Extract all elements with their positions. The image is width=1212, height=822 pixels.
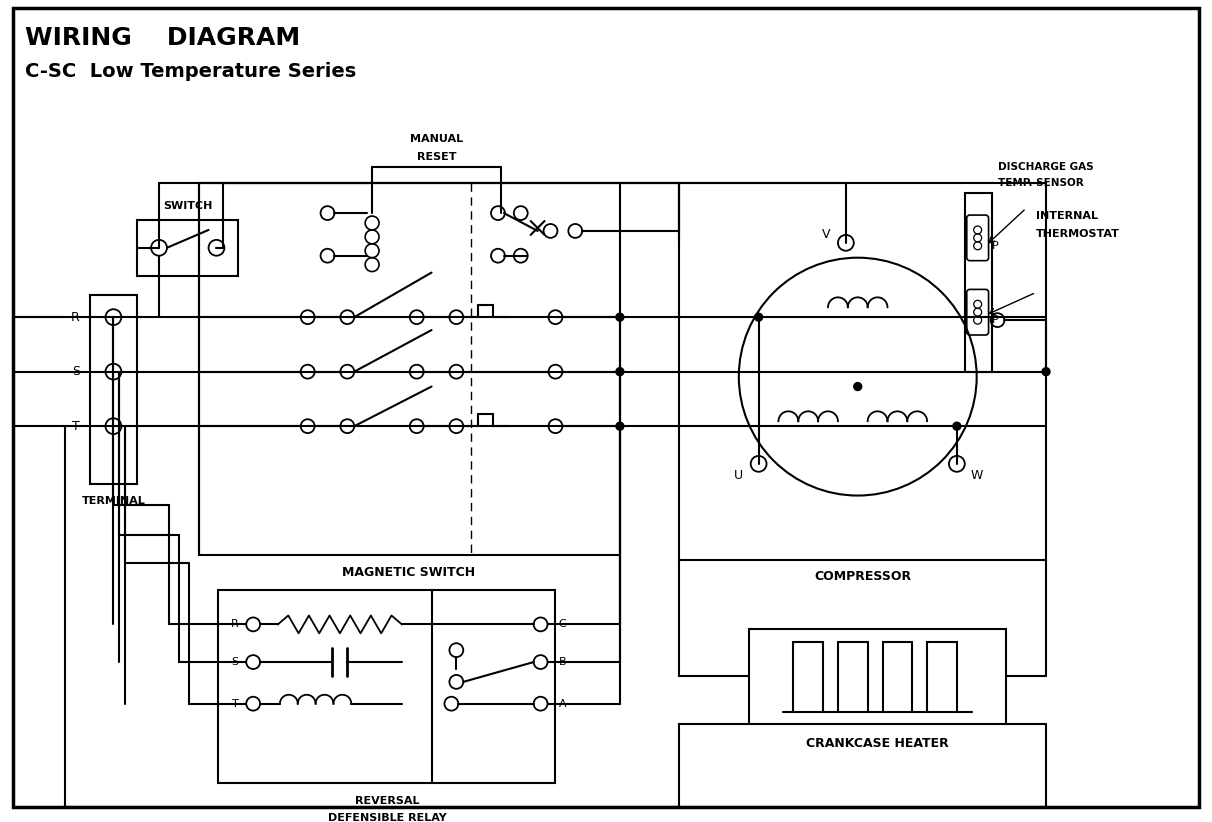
Text: V: V (822, 229, 830, 242)
Circle shape (616, 423, 624, 430)
Bar (749, 630, 1006, 723)
Text: U: U (734, 469, 743, 483)
Text: B: B (559, 657, 566, 667)
Text: SWITCH: SWITCH (164, 201, 212, 211)
Circle shape (953, 423, 961, 430)
Text: P: P (993, 315, 999, 326)
Text: R: R (230, 620, 239, 630)
Text: INTERNAL: INTERNAL (1036, 211, 1098, 221)
Text: S: S (72, 365, 80, 378)
Text: W: W (971, 469, 983, 483)
Text: DEFENSIBLE RELAY: DEFENSIBLE RELAY (327, 813, 446, 822)
Text: RESET: RESET (417, 151, 456, 162)
Text: S: S (231, 657, 239, 667)
Text: C-SC  Low Temperature Series: C-SC Low Temperature Series (25, 62, 356, 81)
Text: MANUAL: MANUAL (410, 134, 463, 144)
Bar (137, 220, 239, 275)
Text: DISCHARGE GAS: DISCHARGE GAS (999, 161, 1094, 172)
Text: A: A (559, 699, 566, 709)
Text: T: T (72, 420, 80, 432)
Text: THERMOSTAT: THERMOSTAT (1036, 229, 1120, 239)
Bar (680, 183, 1046, 560)
Text: WIRING    DIAGRAM: WIRING DIAGRAM (25, 25, 301, 49)
Text: CRANKCASE HEATER: CRANKCASE HEATER (806, 737, 949, 750)
Text: R: R (72, 311, 80, 324)
Text: TEMP. SENSOR: TEMP. SENSOR (999, 178, 1085, 188)
Bar (218, 589, 555, 783)
Bar (90, 295, 137, 483)
Text: T: T (231, 699, 239, 709)
Text: COMPRESSOR: COMPRESSOR (814, 570, 911, 584)
Circle shape (755, 313, 762, 321)
Text: TERMINAL: TERMINAL (81, 496, 145, 506)
Text: P: P (993, 241, 999, 251)
Circle shape (616, 367, 624, 376)
Bar (965, 193, 991, 372)
Text: C: C (559, 620, 566, 630)
Circle shape (1042, 367, 1050, 376)
Bar (199, 183, 619, 555)
Text: REVERSAL: REVERSAL (355, 796, 419, 806)
Text: MAGNETIC SWITCH: MAGNETIC SWITCH (342, 566, 475, 580)
Circle shape (616, 313, 624, 321)
Circle shape (853, 382, 862, 390)
